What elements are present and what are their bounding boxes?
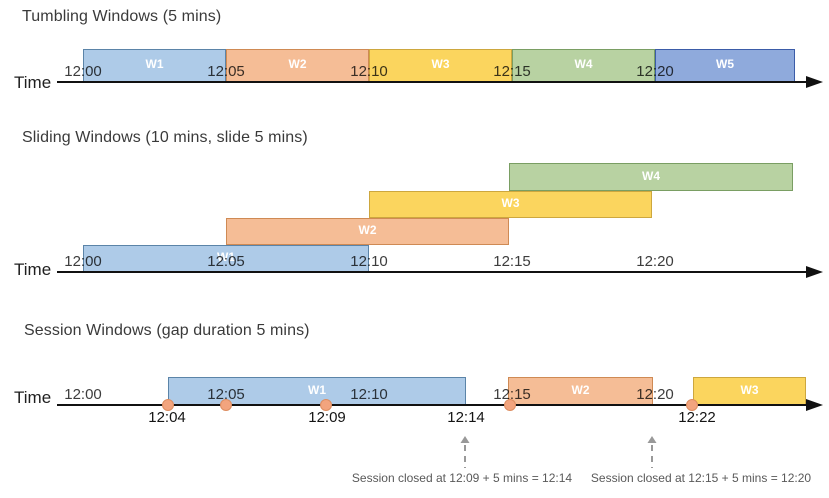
window-bar-label: W4: [574, 56, 593, 71]
dashed-up-arrow-icon: [647, 436, 657, 468]
event-dot: [320, 399, 332, 411]
window-bar-label: W1: [145, 56, 164, 71]
window-bar-w2: [508, 377, 653, 405]
window-bar-label: W4: [642, 168, 660, 183]
event-time-label: 12:14: [447, 409, 485, 426]
window-bar-label: W3: [431, 56, 450, 71]
window-bar-label: W2: [288, 56, 307, 71]
session-closed-annotation: Session closed at 12:09 + 5 mins = 12:14: [351, 471, 573, 485]
time-axis-label: Time: [14, 260, 52, 279]
window-bar-label: W1: [308, 382, 326, 397]
time-axis-label: Time: [14, 388, 52, 407]
window-bar-label: W3: [501, 196, 520, 211]
axis-tick-label: 12:10: [350, 253, 388, 270]
event-time-label: 12:22: [678, 409, 716, 426]
axis-tick-label: 12:15: [493, 63, 531, 80]
event-time-label: 12:09: [308, 409, 346, 426]
event-dot: [504, 399, 516, 411]
axis-tick-label: 12:00: [64, 386, 102, 403]
time-axis-arrowhead-icon: [806, 76, 823, 88]
window-bar-w4: [509, 163, 793, 191]
window-bar-w1: [83, 245, 369, 272]
axis-tick-label: 12:00: [64, 63, 102, 80]
window-bar-label: W1: [217, 250, 235, 265]
axis-tick-label: 12:20: [636, 63, 674, 80]
window-bar-label: W5: [716, 56, 734, 71]
session-closed-annotation: Session closed at 12:15 + 5 mins = 12:20: [590, 471, 812, 485]
window-bar-w2: [226, 49, 369, 82]
axis-tick-label: 12:10: [350, 63, 388, 80]
axis-tick-label: 12:15: [493, 386, 531, 403]
event-time-label: 12:04: [148, 409, 186, 426]
axis-tick-label: 12:05: [207, 253, 245, 270]
event-dot: [220, 399, 232, 411]
time-axis-arrowhead-icon: [806, 399, 823, 411]
section-title: Tumbling Windows (5 mins): [22, 8, 222, 25]
time-axis-line: [57, 81, 806, 83]
window-bar-w5: [655, 49, 795, 82]
axis-tick-label: 12:05: [207, 63, 245, 80]
section-title: Session Windows (gap duration 5 mins): [24, 322, 310, 339]
event-dot: [162, 399, 174, 411]
axis-tick-label: 12:10: [350, 386, 388, 403]
window-bar-label: W3: [740, 382, 759, 397]
window-bar-w3: [369, 191, 652, 218]
window-bar-w4: [512, 49, 655, 82]
window-bar-w2: [226, 218, 509, 245]
time-axis-label: Time: [14, 73, 52, 92]
axis-tick-label: 12:00: [64, 253, 102, 270]
section-title: Sliding Windows (10 mins, slide 5 mins): [22, 129, 308, 146]
axis-tick-label: 12:15: [493, 253, 531, 270]
window-bar-w3: [693, 377, 806, 405]
window-bar-label: W2: [571, 382, 590, 397]
dashed-up-arrow-icon: [460, 436, 470, 468]
axis-tick-label: 12:20: [636, 386, 674, 403]
time-axis-line: [57, 271, 806, 273]
axis-tick-label: 12:05: [207, 386, 245, 403]
window-bar-w1: [83, 49, 226, 82]
window-bar-label: W2: [358, 223, 377, 238]
time-axis-line: [57, 404, 806, 406]
event-dot: [686, 399, 698, 411]
time-axis-arrowhead-icon: [806, 266, 823, 278]
axis-tick-label: 12:20: [636, 253, 674, 270]
